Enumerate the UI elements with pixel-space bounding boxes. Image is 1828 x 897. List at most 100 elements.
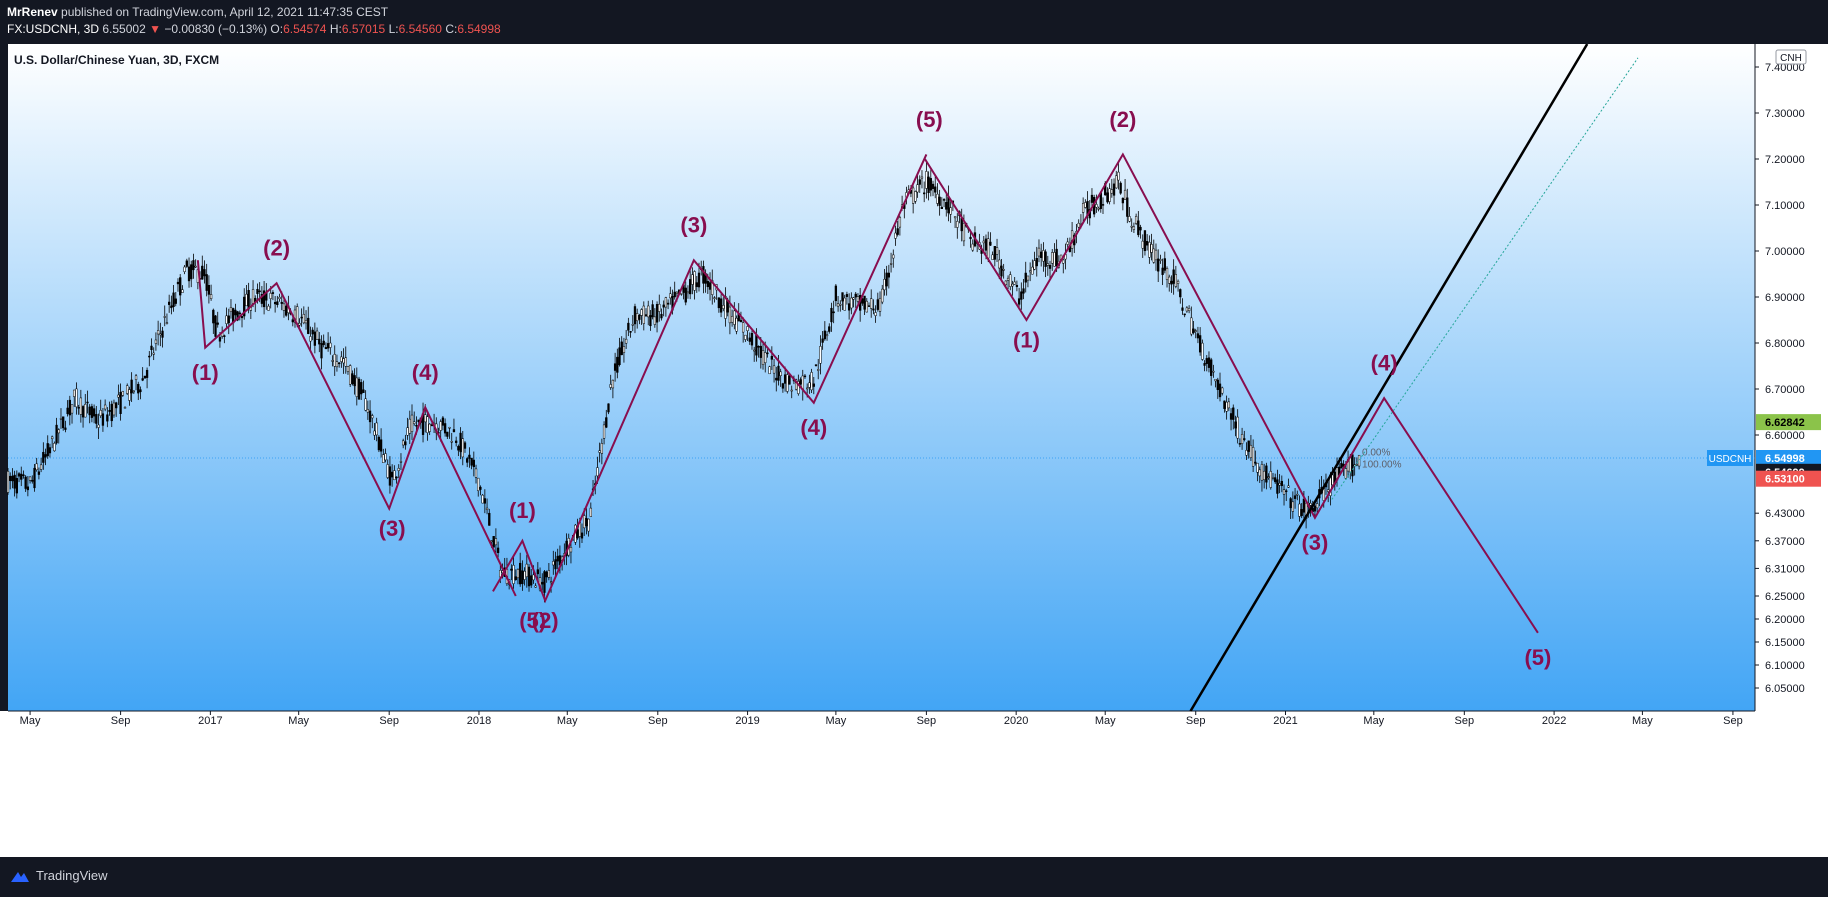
candle-body [439, 421, 442, 431]
candle-body [1090, 194, 1094, 203]
candle-body [711, 280, 714, 295]
candle-body [333, 354, 336, 367]
candle-body [1196, 333, 1200, 339]
candle-body [68, 399, 71, 416]
candle-body [872, 308, 875, 311]
candle-body [408, 418, 411, 434]
candle-body [541, 581, 544, 585]
candle-body [821, 338, 824, 343]
author-name[interactable]: MrRenev [7, 5, 58, 19]
candle-body [472, 459, 475, 468]
candle-body [945, 202, 948, 210]
candle-body [1187, 308, 1191, 311]
candle-body [640, 309, 643, 316]
candle-body [982, 240, 985, 244]
candle-body [1238, 443, 1242, 445]
candle-body [585, 518, 588, 527]
chart-area[interactable]: 7.40000 7.30000 7.20000 7.10000 7.00000 6.900… [0, 43, 1828, 857]
candle-body [92, 408, 96, 417]
publish-info: MrRenev published on TradingView.com, Ap… [7, 5, 388, 19]
candle-body [461, 438, 464, 458]
footer-bar: TradingView [0, 857, 1828, 897]
down-arrow-icon: ▼ [149, 22, 161, 36]
candle-body [1154, 249, 1158, 261]
x-tick-label: 2017 [198, 715, 222, 727]
candle-body [1258, 469, 1261, 477]
candle-body [172, 292, 175, 307]
candle-body [320, 343, 323, 359]
candle-body [212, 309, 215, 324]
candle-body [6, 471, 10, 493]
candle-body [1243, 438, 1246, 440]
candle-body [969, 236, 972, 240]
candle-body [46, 443, 49, 457]
candle-body [366, 409, 369, 413]
candle-body [428, 423, 431, 432]
wave-label: (4) [1371, 351, 1398, 376]
candle-body [123, 406, 127, 409]
candle-body [44, 454, 47, 458]
candle-body [163, 316, 166, 318]
currency-label: CNH [1780, 53, 1802, 64]
candle-body [302, 313, 305, 324]
tradingview-logo[interactable]: TradingView [8, 868, 108, 883]
candle-body [936, 193, 939, 204]
candle-body [479, 486, 482, 490]
candle-body [810, 372, 813, 391]
candle-body [364, 398, 367, 411]
candle-body [218, 337, 222, 342]
wave-label: (3) [680, 213, 707, 238]
price-badge-bg [1756, 450, 1821, 466]
symbol-label: FX:USDCNH, 3D [7, 22, 100, 36]
candle-body [1313, 505, 1317, 512]
candle-body [42, 451, 45, 463]
x-tick-label: Sep [648, 715, 668, 727]
elliott-wave-line [924, 152, 1539, 634]
candle-body [938, 196, 941, 206]
candle-body [31, 479, 34, 482]
candle-body [337, 362, 341, 365]
high-value: 6.57015 [341, 22, 386, 36]
candle-body [1004, 280, 1008, 285]
candle-body [554, 559, 557, 570]
candle-body [642, 305, 645, 324]
candle-body [1232, 407, 1235, 420]
candle-body [1344, 468, 1347, 479]
candle-body [850, 297, 853, 309]
y-tick-label: 6.10000 [1765, 660, 1805, 672]
candle-body [214, 315, 217, 337]
price-badge-label: 6.54998 [1765, 453, 1805, 465]
candle-body [1198, 335, 1202, 353]
candle-body [607, 403, 610, 413]
candle-body [1084, 202, 1087, 208]
candle-body [616, 356, 619, 373]
x-tick-label: May [1632, 715, 1653, 727]
candle-body [730, 316, 734, 323]
candle-body [468, 454, 471, 459]
candle-body [256, 288, 259, 294]
candle-body [404, 441, 407, 446]
candle-body [64, 427, 67, 430]
candle-body [861, 298, 864, 304]
candle-body [470, 457, 473, 466]
candle-body [1254, 461, 1257, 464]
candle-body [1221, 387, 1224, 394]
y-tick-label: 7.10000 [1765, 200, 1805, 212]
candle-body [1119, 182, 1122, 194]
candle-body [706, 280, 709, 288]
candle-body [360, 382, 363, 395]
candle-body [1271, 477, 1275, 479]
candle-body [81, 406, 85, 418]
candle-body [1044, 251, 1047, 267]
candle-body [914, 191, 917, 202]
candle-body [1327, 489, 1330, 492]
price-chart[interactable]: 7.40000 7.30000 7.20000 7.10000 7.00000 6.900… [0, 43, 1828, 857]
candle-body [20, 473, 23, 480]
candle-body [388, 466, 392, 486]
candle-body [817, 369, 820, 371]
candle-body [260, 293, 264, 304]
candle-body [927, 176, 930, 194]
candle-body [545, 571, 548, 578]
candle-body [984, 238, 988, 251]
publish-header: MrRenev published on TradingView.com, Ap… [0, 0, 1828, 44]
